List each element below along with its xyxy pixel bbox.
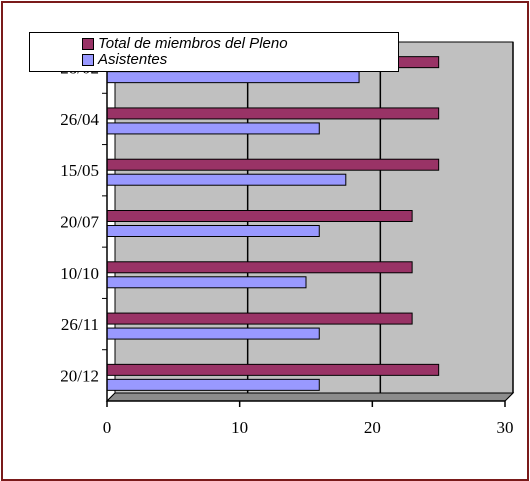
y-tick-label: 10/10 [60, 264, 99, 283]
y-tick-label: 20/07 [60, 213, 99, 232]
bar-total-10-10 [106, 261, 413, 274]
y-tick-label: 26/04 [60, 110, 99, 129]
bar-chart: 28/0226/0415/0520/0710/1026/1120/1201020… [60, 41, 515, 437]
bar-total-20-07 [106, 210, 413, 222]
legend-label-total: Total de miembros del Pleno [98, 35, 288, 52]
x-tick-label: 20 [364, 418, 381, 437]
legend-entry-total: Total de miembros del Pleno [82, 36, 398, 52]
plot-floor [105, 392, 515, 402]
bar-total-15-05 [106, 158, 440, 171]
bar-asistentes-15-05 [106, 173, 347, 186]
y-tick-label: 20/12 [60, 366, 99, 385]
legend-label-asistentes: Asistentes [98, 51, 168, 68]
legend-swatch-asistentes [82, 54, 94, 66]
axes [102, 41, 506, 407]
x-tick-label: 10 [231, 418, 248, 437]
x-tick-label: 0 [103, 418, 112, 437]
bar-total-26-04 [106, 107, 440, 120]
bar-asistentes-26-04 [106, 122, 320, 135]
bar-asistentes-20-07 [106, 225, 320, 237]
bar-total-26-11 [106, 312, 413, 325]
bar-total-20-12 [106, 363, 440, 376]
bar-asistentes-20-12 [106, 378, 320, 391]
bar-asistentes-28-02 [106, 71, 360, 84]
bar-asistentes-26-11 [106, 327, 320, 340]
legend-swatch-total [82, 38, 94, 50]
bar-asistentes-10-10 [106, 276, 307, 289]
y-tick-label: 26/11 [61, 315, 99, 334]
legend-entry-asistentes: Asistentes [82, 52, 398, 68]
legend: Total de miembros del Pleno Asistentes [29, 32, 399, 72]
y-tick-label: 15/05 [60, 161, 99, 180]
x-tick-label: 30 [497, 418, 514, 437]
